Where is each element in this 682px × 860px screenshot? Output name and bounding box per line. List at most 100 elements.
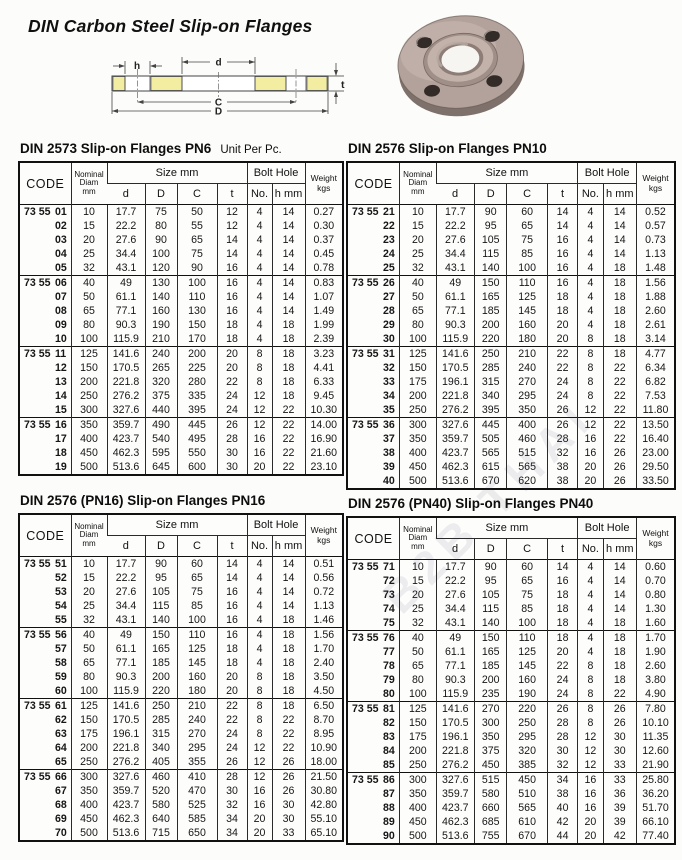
table-row: 79 80 90.3 200 160 24 8 18 3.80 <box>347 673 675 687</box>
value-cell: 16 <box>246 432 273 446</box>
value-cell: 24 <box>546 687 578 702</box>
value-cell: 14.00 <box>304 417 344 432</box>
value-cell: 160 <box>506 673 548 687</box>
value-cell: 6.50 <box>304 698 344 713</box>
value-cell: 49 <box>106 627 145 642</box>
value-cell: 18 <box>216 332 248 347</box>
table-block-pn10: DIN 2576 Slip-on Flanges PN10 CODE Nomin… <box>346 141 676 490</box>
code-cell: 80 <box>383 688 395 700</box>
value-cell: 250 <box>399 403 437 418</box>
value-cell: 40 <box>546 801 578 815</box>
value-cell: 495 <box>176 432 217 446</box>
value-cell: 75 <box>176 585 217 599</box>
table-row: 73 55 76 40 49 150 110 18 4 18 1.70 <box>347 630 675 645</box>
value-cell: 16 <box>216 627 248 642</box>
value-cell: 34 <box>216 826 248 841</box>
table-row: 25 32 43.1 140 100 16 4 18 1.48 <box>347 261 675 276</box>
table-row: 22 15 22.2 95 65 14 4 14 0.57 <box>347 219 675 233</box>
code-cell: 27 <box>383 291 395 303</box>
table-row: 33 175 196.1 315 270 24 8 22 6.82 <box>347 375 675 389</box>
value-cell: 75 <box>144 204 177 219</box>
value-cell: 200 <box>399 744 437 758</box>
value-cell: 60 <box>506 559 548 574</box>
value-cell: 43.1 <box>106 261 145 276</box>
value-cell: 65 <box>176 571 217 585</box>
value-cell: 300 <box>70 403 107 418</box>
table-row: 15 300 327.6 440 395 24 12 22 10.30 <box>19 403 344 418</box>
table-row: 67 350 359.7 520 470 30 16 26 30.80 <box>19 784 344 798</box>
table-row: 73 55 61 125 141.6 250 210 22 8 18 6.50 <box>19 698 344 713</box>
value-cell: 12 <box>577 758 604 773</box>
value-cell: 4 <box>246 332 273 347</box>
value-cell: 22 <box>216 698 248 713</box>
value-cell: 12 <box>577 417 604 432</box>
table-row: 63 175 196.1 315 270 24 8 22 8.95 <box>19 727 344 741</box>
table-body-pn10: 73 55 21 10 17.7 90 60 14 4 14 0.52 22 15 22.2 95 65 14… <box>347 204 675 489</box>
value-cell: 28 <box>546 432 578 446</box>
value-cell: 18 <box>546 588 578 602</box>
value-cell: 18 <box>546 304 578 318</box>
code-cell: 73 55 56 <box>19 627 71 642</box>
code-cell: 19 <box>55 461 67 473</box>
value-cell: 8 <box>246 375 273 389</box>
value-cell: 115 <box>144 599 177 613</box>
value-cell: 18 <box>271 361 306 375</box>
value-cell: 650 <box>176 826 217 841</box>
value-cell: 300 <box>399 772 437 787</box>
value-cell: 18 <box>216 656 248 670</box>
table-row: 82 150 170.5 300 250 28 8 26 10.10 <box>347 716 675 730</box>
value-cell: 295 <box>176 741 217 755</box>
value-cell: 170 <box>176 332 217 347</box>
value-cell: 4 <box>246 656 273 670</box>
value-cell: 225 <box>176 361 217 375</box>
dim-label-c: C <box>215 98 222 109</box>
value-cell: 24 <box>546 673 578 687</box>
header-col-d: d <box>436 538 475 560</box>
value-cell: 423.7 <box>435 801 475 815</box>
value-cell: 610 <box>506 815 548 829</box>
value-cell: 16 <box>216 261 248 276</box>
value-cell: 65 <box>506 574 548 588</box>
value-cell: 18 <box>602 318 637 332</box>
table-row: 73 55 81 125 141.6 270 220 26 8 26 7.80 <box>347 701 675 716</box>
value-cell: 10 <box>399 559 437 574</box>
value-cell: 160 <box>506 318 548 332</box>
header-col-D: D <box>144 183 177 205</box>
value-cell: 20 <box>216 670 248 684</box>
value-cell: 400 <box>399 801 437 815</box>
value-cell: 50 <box>70 642 107 656</box>
value-cell: 26 <box>546 701 578 716</box>
value-cell: 29.50 <box>635 460 675 474</box>
table-row: 65 250 276.2 405 355 26 12 26 18.00 <box>19 755 344 770</box>
value-cell: 20 <box>577 474 604 489</box>
value-cell: 4 <box>246 204 273 219</box>
value-cell: 170.5 <box>106 713 145 727</box>
value-cell: 34.4 <box>435 247 475 261</box>
value-cell: 12 <box>246 389 273 403</box>
value-cell: 24 <box>546 389 578 403</box>
table-row: 70 500 513.6 715 650 34 20 33 65.10 <box>19 826 344 841</box>
value-cell: 0.80 <box>635 588 675 602</box>
value-cell: 17.7 <box>435 559 475 574</box>
code-cell: 90 <box>383 830 395 842</box>
value-cell: 141.6 <box>435 701 475 716</box>
flange-dimension-diagram: h d t C <box>106 50 350 127</box>
table-row: 60 100 115.9 220 180 20 8 18 4.50 <box>19 684 344 699</box>
value-cell: 32 <box>216 798 248 812</box>
table-row: 73 55 01 10 17.7 75 50 12 4 14 0.27 <box>19 204 344 219</box>
value-cell: 27.6 <box>435 588 475 602</box>
value-cell: 14 <box>602 574 637 588</box>
table-row: 12 150 170.5 265 225 20 8 18 4.41 <box>19 361 344 375</box>
value-cell: 20 <box>546 318 578 332</box>
code-cell: 73 55 76 <box>347 630 400 645</box>
value-cell: 26 <box>546 417 578 432</box>
value-cell: 350 <box>399 432 437 446</box>
value-cell: 22 <box>602 432 637 446</box>
value-cell: 510 <box>506 787 548 801</box>
value-cell: 95 <box>474 574 507 588</box>
value-cell: 26 <box>602 446 637 460</box>
value-cell: 22 <box>602 375 637 389</box>
value-cell: 513.6 <box>435 474 475 489</box>
value-cell: 385 <box>506 758 548 773</box>
value-cell: 0.37 <box>304 233 344 247</box>
